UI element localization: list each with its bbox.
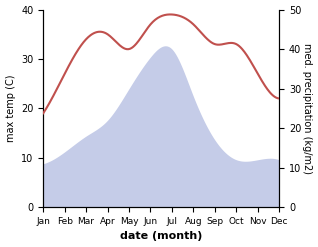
X-axis label: date (month): date (month) xyxy=(120,231,203,242)
Y-axis label: med. precipitation (kg/m2): med. precipitation (kg/m2) xyxy=(302,43,313,174)
Y-axis label: max temp (C): max temp (C) xyxy=(5,75,16,142)
